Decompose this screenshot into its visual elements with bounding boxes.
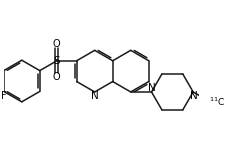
Text: O: O (53, 72, 60, 82)
Text: N: N (148, 83, 156, 93)
Text: N: N (190, 91, 198, 101)
Text: $^{11}$C: $^{11}$C (209, 96, 225, 108)
Text: O: O (53, 39, 60, 49)
Text: N: N (91, 91, 99, 101)
Text: S: S (54, 56, 60, 66)
Text: F: F (1, 91, 6, 101)
